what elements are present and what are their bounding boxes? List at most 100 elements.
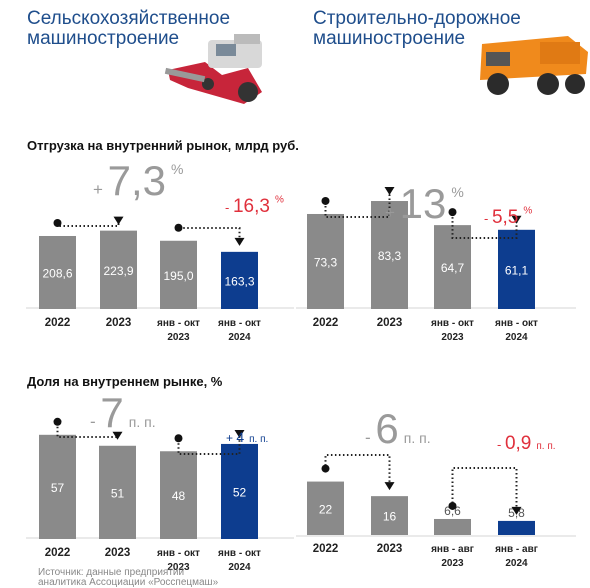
shipment-road-category-label-2-line2: 2023 (441, 332, 464, 343)
share-agri-category-label-2: янв - окт (157, 548, 200, 559)
source-line1: Источник: данные предприятий (38, 567, 185, 578)
share-road-category-label-2: янв - авг (431, 544, 474, 555)
shipment-agri-change-start-dot-0 (53, 218, 62, 227)
share-agri-change-unit-0: п. п. (129, 414, 156, 430)
shipment-road-value-label-0: 73,3 (314, 255, 338, 269)
shipment-road-change-sign-1: - (484, 211, 492, 226)
share-road-category-label-2-line2: 2023 (441, 558, 464, 569)
share-road-change-value-1: 0,9 (505, 433, 531, 454)
share-road-change-start-dot-1 (448, 501, 457, 510)
shipment-road-category-label-3: янв - окт (495, 318, 538, 329)
share-road-category-label-0: 2022 (313, 543, 339, 555)
share-road-change-label-1: - 0,9 п. п. (497, 433, 556, 454)
share-road-bar-0 (307, 481, 344, 535)
header-agri-line1: Сельскохозяйственное (27, 8, 231, 29)
shipment-agri-bar-1 (100, 230, 137, 309)
shipment-road-change-connector-1 (451, 209, 518, 239)
shipment-agri-value-label-1: 223,9 (103, 264, 133, 278)
share-agri-value-label-1: 51 (111, 486, 125, 500)
shipment-road-change-value-1: 5,5 (492, 207, 518, 228)
shipment-agri-change-value-0: 7,3 (108, 157, 166, 204)
share-road-change-label-0: - 6 п. п. (365, 405, 431, 452)
share-agri-change-connector-1 (177, 434, 241, 455)
shipment-agri-category-label-3: янв - окт (218, 318, 261, 329)
share-agri-change-arrowhead-0 (112, 431, 123, 440)
shipment-road-change-start-dot-1 (448, 208, 457, 217)
share-road-change-unit-1: п. п. (536, 441, 555, 452)
share-agri-category-label-2-line2: 2023 (167, 562, 190, 573)
share-road-bar-3 (498, 520, 535, 535)
shipment-road-bar-1 (371, 201, 408, 309)
shipment-road-value-label-1: 83,3 (378, 249, 402, 263)
share-agri-change-unit-1: п. п. (249, 434, 268, 445)
shipment-agri-value-label-3: 163,3 (224, 274, 254, 288)
source-line2: аналитика Ассоциации «Росспецмаш» (38, 577, 219, 588)
shipment-road-value-label-2: 64,7 (441, 261, 465, 275)
header-road-line2: машиностроение (313, 28, 466, 49)
share-road-change-sign-0: - (365, 428, 375, 447)
shipment-agri-bar-2 (160, 240, 197, 309)
share-road-change-connector-0 (324, 454, 391, 488)
shipment-agri-category-label-0: 2022 (45, 317, 71, 329)
share-agri-bar-3 (221, 443, 258, 539)
header-agri: Сельскохозяйственное машиностроение (27, 9, 230, 49)
share-agri-change-value-0: 7 (100, 389, 123, 436)
shipment-agri-bar-0 (39, 235, 76, 309)
shipment-road-change-start-dot-0 (321, 196, 330, 205)
share-agri-change-arrowhead-1 (234, 429, 245, 438)
share-agri-change-start-dot-1 (174, 434, 183, 443)
shipment-agri-change-label-1: - 16,3% (225, 195, 284, 218)
shipment-road-category-label-1: 2023 (377, 317, 403, 329)
share-road-change-arrowhead-0 (384, 482, 395, 491)
header-road-line1: Строительно-дорожное (313, 8, 521, 29)
share-agri-change-value-1: 4 (236, 429, 244, 445)
shipment-agri-change-connector-0 (56, 219, 120, 227)
share-agri-bar-0 (39, 434, 76, 539)
dump-truck-illustration (480, 36, 588, 95)
shipment-section-title: Отгрузка на внутренний рынок, млрд руб. (27, 138, 299, 153)
share-road-bar-2 (434, 518, 471, 535)
share-agri-change-connector-0 (56, 418, 119, 438)
header-agri-line2: машиностроение (27, 28, 180, 49)
share-agri-category-label-3-line2: 2024 (228, 562, 251, 573)
share-agri-category-label-1: 2023 (105, 547, 131, 559)
shipment-agri-value-label-2: 195,0 (163, 269, 193, 283)
shipment-agri-change-unit-0: % (171, 161, 183, 177)
shipment-agri-bar-3 (221, 251, 258, 309)
shipment-agri-category-label-2-line2: 2023 (167, 332, 190, 343)
share-agri-value-label-3: 52 (233, 485, 247, 499)
share-agri-bar-1 (99, 445, 136, 539)
shipment-agri-change-label-0: + 7,3% (93, 157, 184, 204)
shipment-road-change-unit-0: % (451, 184, 463, 200)
share-road-change-value-0: 6 (375, 405, 398, 452)
share-agri-change-start-dot-0 (53, 417, 62, 426)
shipment-road-category-label-2: янв - окт (431, 318, 474, 329)
shipment-agri-change-sign-1: - (225, 200, 233, 215)
shipment-road-change-label-1: - 5,5% (484, 206, 532, 229)
combine-harvester-illustration (164, 34, 262, 104)
shipment-road-value-label-3: 61,1 (505, 263, 529, 277)
source-note: Источник: данные предприятий аналитика А… (38, 568, 218, 588)
shipment-road-bar-2 (434, 225, 471, 309)
share-road-change-sign-1: - (497, 437, 505, 452)
share-agri-change-label-0: - 7 п. п. (90, 389, 156, 436)
share-road-category-label-3: янв - авг (495, 544, 538, 555)
shipment-agri-category-label-1: 2023 (106, 317, 132, 329)
share-road-value-label-2: 6,6 (444, 504, 461, 518)
shipment-agri-change-connector-1 (177, 224, 241, 243)
shipment-road-bar-0 (307, 213, 344, 309)
share-road-change-arrowhead-1 (511, 506, 522, 515)
shipment-road-change-unit-1: % (523, 206, 532, 217)
share-road-bar-1 (371, 496, 408, 535)
share-road-change-connector-1 (451, 467, 518, 512)
shipment-agri-change-value-1: 16,3 (233, 196, 270, 217)
share-agri-change-sign-0: - (90, 412, 100, 431)
shipment-agri-category-label-3-line2: 2024 (228, 332, 251, 343)
shipment-agri-category-label-2: янв - окт (157, 318, 200, 329)
shipment-road-change-sign-0: + (385, 203, 400, 222)
share-agri-change-sign-1: + (226, 431, 236, 445)
shipment-road-change-arrowhead-1 (511, 215, 522, 224)
shipment-road-change-value-0: 13 (400, 180, 447, 227)
